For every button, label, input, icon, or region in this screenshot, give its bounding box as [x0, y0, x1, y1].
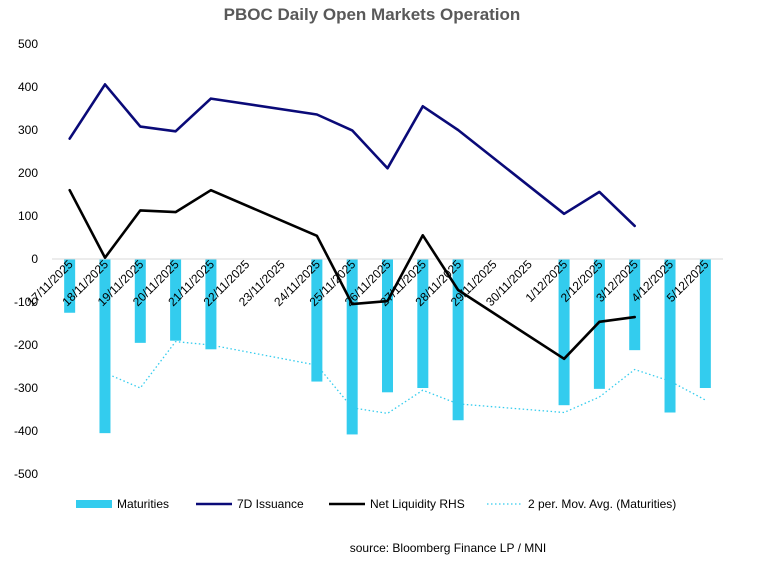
issuance-line — [68, 83, 637, 228]
y-tick-label: 200 — [18, 166, 38, 180]
legend-maturities: Maturities — [76, 497, 169, 511]
maturities-bar — [205, 259, 217, 350]
maturities-bar — [134, 259, 146, 343]
series-lines — [68, 83, 706, 415]
legend-label: 2 per. Mov. Avg. (Maturities) — [528, 497, 676, 511]
maturities-bar — [64, 259, 76, 313]
net-liquidity-line — [68, 188, 637, 361]
legend-net-liquidity: Net Liquidity RHS — [329, 497, 465, 511]
maturities-bar — [452, 259, 464, 421]
y-tick-label: -400 — [14, 424, 38, 438]
y-axis: 500 400 300 200 100 0 -100 -200 -300 -400 -500 — [14, 37, 38, 481]
legend: Maturities 7D Issuance Net Liquidity RHS 2 … — [76, 497, 676, 511]
maturities-bar — [558, 259, 570, 406]
legend-moving-average: 2 per. Mov. Avg. (Maturities) — [487, 497, 676, 511]
maturities-bar — [170, 259, 182, 341]
y-tick-label: 500 — [18, 37, 38, 51]
maturities-bar — [664, 259, 676, 413]
maturities-bar — [593, 259, 605, 389]
y-tick-label: 300 — [18, 123, 38, 137]
maturities-bar — [417, 259, 429, 388]
maturities-bar — [99, 259, 111, 434]
y-tick-label: 0 — [31, 252, 38, 266]
y-tick-label: -100 — [14, 295, 38, 309]
maturities-bars — [64, 259, 711, 435]
chart-title: PBOC Daily Open Markets Operation — [224, 5, 521, 24]
y-tick-label: 100 — [18, 209, 38, 223]
legend-swatch — [76, 500, 112, 508]
maturities-bar — [346, 259, 358, 435]
y-tick-label: -300 — [14, 381, 38, 395]
legend-label: Net Liquidity RHS — [370, 497, 465, 511]
maturities-bar — [699, 259, 711, 388]
y-tick-label: -500 — [14, 467, 38, 481]
maturities-bar — [311, 259, 323, 382]
legend-issuance: 7D Issuance — [196, 497, 304, 511]
legend-label: Maturities — [117, 497, 169, 511]
x-axis: 17/11/202518/11/202519/11/202520/11/2025… — [24, 257, 712, 309]
moving-average-line — [104, 340, 706, 415]
y-tick-label: -200 — [14, 338, 38, 352]
source-note: source: Bloomberg Finance LP / MNI — [350, 541, 547, 555]
y-tick-label: 400 — [18, 80, 38, 94]
legend-label: 7D Issuance — [237, 497, 304, 511]
maturities-bar — [382, 259, 393, 393]
maturities-bar — [629, 259, 641, 351]
